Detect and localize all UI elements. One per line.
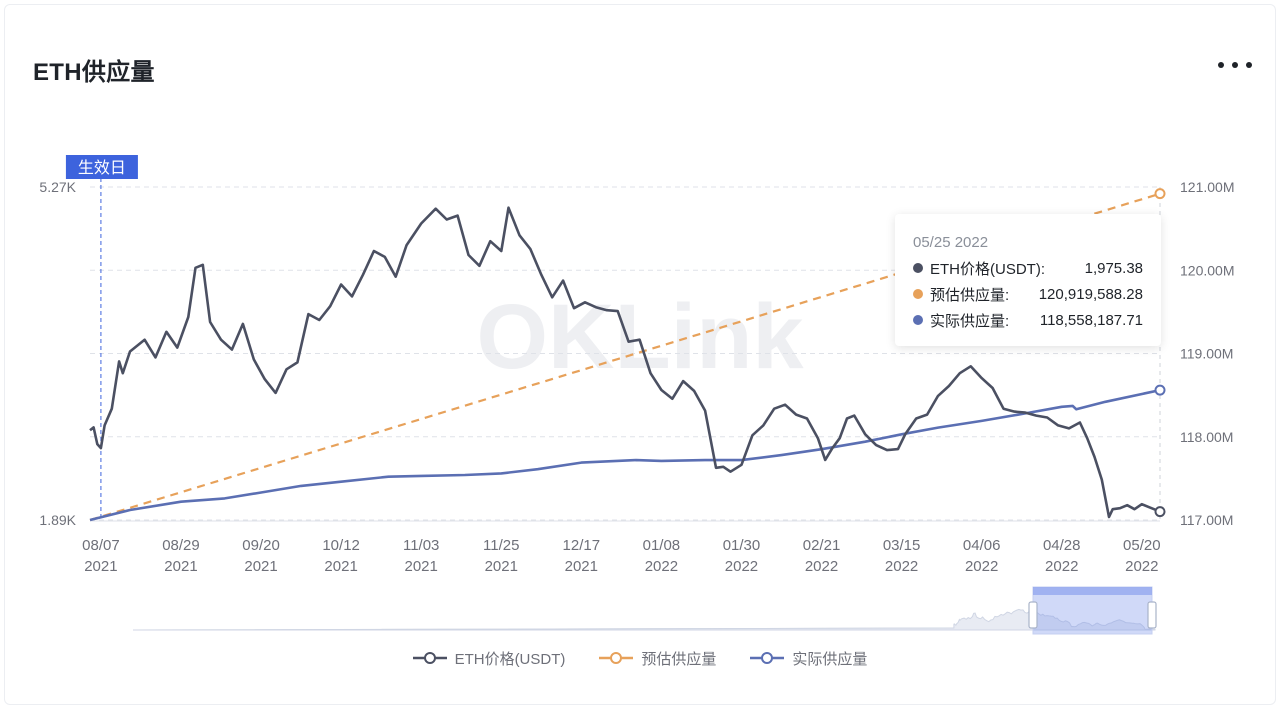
legend-label: ETH价格(USDT) [454, 650, 566, 668]
actual-supply-line [89, 388, 1161, 522]
line-marker-icon [599, 652, 634, 664]
x-tick-year: 2021 [324, 558, 357, 575]
x-tick-label: 08/07 [82, 537, 120, 554]
tooltip-label: 预估供应量: [930, 286, 1010, 304]
chart-tooltip: 05/25 2022 ETH价格(USDT): 1,975.38 预估供应量: … [895, 214, 1161, 346]
x-tick-label: 04/28 [1043, 537, 1081, 554]
y-tick-label-right: 118.00M [1180, 429, 1233, 445]
x-tick-label: 05/20 [1123, 537, 1161, 554]
x-tick-year: 2022 [645, 558, 678, 575]
page-title: ETH供应量 [33, 59, 155, 86]
tooltip-label: ETH价格(USDT): [930, 260, 1045, 278]
y-tick-label-right: 120.00M [1180, 262, 1234, 278]
tooltip-row-estimated: 预估供应量: 120,919,588.28 [913, 281, 1143, 307]
x-tick-label: 08/29 [162, 537, 200, 554]
legend-item-estimated[interactable]: 预估供应量 [599, 648, 716, 669]
legend-label: 预估供应量 [641, 650, 717, 668]
more-dot-icon [1232, 62, 1238, 68]
eth-price-line [89, 206, 1161, 519]
x-tick-year: 2021 [565, 558, 598, 575]
tooltip-value: 1,975.38 [1084, 259, 1143, 277]
more-options-button[interactable] [1218, 54, 1252, 76]
x-tick-label: 12/17 [563, 537, 601, 554]
zoom-overview-area [132, 608, 1156, 631]
estimated-supply-line [89, 192, 1161, 522]
line-marker-icon [412, 652, 447, 664]
zoom-selection-bar [1033, 587, 1152, 595]
y-tick-label-right: 121.00M [1180, 179, 1234, 195]
x-tick-label: 10/12 [322, 537, 360, 554]
x-tick-label: 01/08 [643, 537, 681, 554]
actual-point [1154, 384, 1166, 396]
x-tick-label: 02/21 [803, 537, 841, 554]
tooltip-value: 118,558,187.71 [1039, 311, 1143, 329]
estimated-dot-icon [913, 289, 923, 299]
line-marker-icon [750, 652, 785, 664]
estimated-point [1154, 188, 1166, 200]
x-tick-year: 2022 [885, 558, 918, 575]
y-tick-label-left: 1.89K [39, 512, 76, 528]
zoom-handle[interactable] [1147, 601, 1157, 629]
x-tick-year: 2021 [164, 558, 197, 575]
effective-date-label: 生效日 [78, 158, 126, 177]
x-tick-year: 2021 [244, 558, 277, 575]
zoom-handle[interactable] [1028, 601, 1038, 629]
y-tick-label-left: 5.27K [39, 179, 76, 195]
x-tick-year: 2022 [725, 558, 758, 575]
tooltip-date: 05/25 2022 [913, 234, 989, 251]
y-tick-label-right: 119.00M [1180, 346, 1233, 362]
effective-date-badge [65, 155, 138, 179]
x-tick-label: 01/30 [723, 537, 761, 554]
x-tick-year: 2022 [1045, 558, 1078, 575]
actual-dot-icon [913, 315, 923, 325]
legend-item-price[interactable]: ETH价格(USDT) [412, 648, 566, 669]
x-tick-year: 2021 [485, 558, 518, 575]
chart-legend: ETH价格(USDT) 预估供应量 实际供应量 [0, 646, 1280, 670]
tooltip-label: 实际供应量: [930, 312, 1010, 330]
more-dot-icon [1218, 62, 1224, 68]
x-tick-year: 2022 [805, 558, 838, 575]
price-dot-icon [913, 263, 923, 273]
x-tick-year: 2021 [405, 558, 438, 575]
x-tick-label: 11/03 [403, 537, 439, 554]
x-tick-label: 04/06 [963, 537, 1001, 554]
x-tick-year: 2021 [84, 558, 117, 575]
x-tick-year: 2022 [1125, 558, 1158, 575]
price-point [1154, 506, 1166, 518]
y-tick-label-right: 117.00M [1180, 512, 1233, 528]
tooltip-row-actual: 实际供应量: 118,558,187.71 [913, 307, 1143, 333]
watermark: OKLink [476, 286, 804, 388]
tooltip-row-price: ETH价格(USDT): 1,975.38 [913, 255, 1143, 281]
x-tick-label: 03/15 [883, 537, 921, 554]
legend-item-actual[interactable]: 实际供应量 [750, 648, 867, 669]
x-tick-label: 11/25 [483, 537, 519, 554]
x-tick-year: 2022 [965, 558, 998, 575]
legend-label: 实际供应量 [792, 650, 868, 668]
tooltip-value: 120,919,588.28 [1038, 285, 1143, 303]
x-tick-label: 09/20 [242, 537, 280, 554]
more-dot-icon [1246, 62, 1252, 68]
